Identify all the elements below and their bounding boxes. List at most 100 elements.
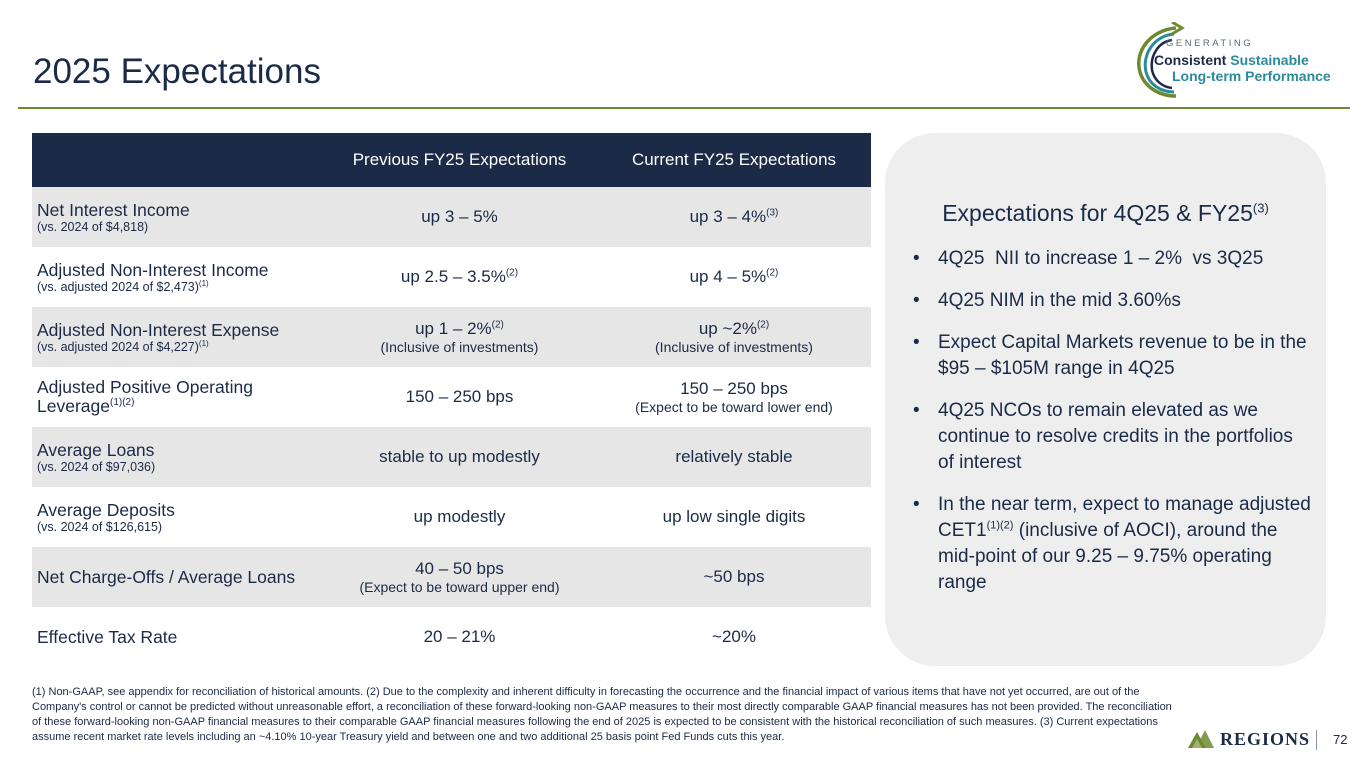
- previous-cell: up 1 – 2%(2) (Inclusive of investments): [322, 307, 597, 367]
- current-cell: ~20%: [597, 607, 871, 667]
- previous-cell: 150 – 250 bps: [322, 367, 597, 427]
- metric-label: Average Loans: [37, 439, 155, 460]
- list-item: • 4Q25 NCOs to remain elevated as we cont…: [911, 398, 1311, 476]
- current-cell: relatively stable: [597, 427, 871, 487]
- list-item: • 4Q25 NII to increase 1 – 2% vs 3Q25: [911, 246, 1311, 272]
- current-value: relatively stable: [675, 447, 793, 466]
- header-current: Current FY25 Expectations: [597, 133, 871, 187]
- metric-sublabel: (vs. 2024 of $126,615): [37, 519, 163, 534]
- expectations-panel: Expectations for 4Q25 & FY25(3) • 4Q25 NI…: [885, 133, 1326, 666]
- bullet-icon: •: [913, 332, 920, 353]
- metric-label: Effective Tax Rate: [37, 626, 178, 647]
- previous-subnote: (Inclusive of investments): [380, 339, 539, 355]
- previous-cell: up 2.5 – 3.5%(2): [322, 247, 597, 307]
- regions-logo: Regions: [1188, 728, 1311, 750]
- panel-title-text: Expectations for 4Q25 & FY25: [942, 200, 1253, 226]
- bullet-text: 4Q25 NII to increase 1 – 2% vs 3Q25: [938, 248, 1264, 269]
- current-value: up 3 – 4%: [689, 207, 767, 226]
- metric-cell: Net Interest Income (vs. 2024 of $4,818): [32, 187, 322, 247]
- page-title: 2025 Expectations: [33, 52, 321, 91]
- header-previous: Previous FY25 Expectations: [322, 133, 597, 187]
- logo-line1: Consistent Sustainable: [1154, 52, 1309, 68]
- metric-label: Adjusted Non-Interest Expense: [37, 319, 280, 340]
- current-value: up ~2%: [698, 319, 757, 338]
- metric-sublabel-text: (vs. adjusted 2024 of $4,227): [37, 339, 199, 354]
- metric-sublabel: (vs. 2024 of $97,036): [37, 459, 156, 474]
- table-row: Average Loans (vs. 2024 of $97,036) stab…: [32, 427, 871, 487]
- previous-value: up modestly: [413, 507, 506, 526]
- brand-divider: [1316, 730, 1317, 750]
- metric-label: Adjusted Non-Interest Income: [37, 259, 269, 280]
- expectations-list: • 4Q25 NII to increase 1 – 2% vs 3Q25 • 4Q…: [911, 246, 1311, 612]
- bullet-text: 4Q25 NIM in the mid 3.60%s: [938, 290, 1181, 311]
- bullet-text-continued: (inclusive of AOCI), around the mid-poin…: [938, 520, 1278, 593]
- bullet-icon: •: [913, 494, 920, 515]
- list-item: • 4Q25 NIM in the mid 3.60%s: [911, 288, 1311, 314]
- current-value: up low single digits: [662, 507, 806, 526]
- bullet-text: In the near term, expect to manage adjus…: [938, 494, 1311, 541]
- current-subnote: (Inclusive of investments): [655, 339, 813, 355]
- metric-label: Adjusted Positive Operating: [37, 377, 253, 397]
- panel-title: Expectations for 4Q25 & FY25(3): [885, 200, 1326, 227]
- page-number: 72: [1333, 732, 1348, 747]
- metric-sublabel: (vs. adjusted 2024 of $2,473)(1): [37, 278, 318, 294]
- list-item: • Expect Capital Markets revenue to be in…: [911, 330, 1311, 382]
- previous-value: stable to up modestly: [379, 447, 540, 466]
- metric-cell: Effective Tax Rate: [32, 607, 322, 667]
- previous-cell: 20 – 21%: [322, 607, 597, 667]
- current-cell: up ~2%(2) (Inclusive of investments): [597, 307, 871, 367]
- metric-label: Net Charge-Offs / Average Loans: [37, 566, 296, 587]
- metric-cell: Average Deposits (vs. 2024 of $126,615): [32, 487, 322, 547]
- metric-cell: Adjusted Positive Operating Leverage(1)(…: [32, 367, 322, 427]
- logo-consistent: Consistent: [1154, 52, 1227, 68]
- previous-value: 20 – 21%: [423, 627, 496, 646]
- bullet-text: Expect Capital Markets revenue to be in …: [938, 332, 1307, 379]
- table-row: Adjusted Positive Operating Leverage(1)(…: [32, 367, 871, 427]
- table-row: Average Deposits (vs. 2024 of $126,615) …: [32, 487, 871, 547]
- current-value: ~50 bps: [703, 567, 765, 586]
- footnote-ref: (3): [766, 207, 779, 219]
- current-value: ~20%: [712, 627, 756, 646]
- list-item: • In the near term, expect to manage adju…: [911, 492, 1311, 596]
- metric-label: Net Interest Income: [37, 199, 190, 220]
- current-cell: up low single digits: [597, 487, 871, 547]
- previous-cell: stable to up modestly: [322, 427, 597, 487]
- table-header-row: Previous FY25 Expectations Current FY25 …: [32, 133, 871, 187]
- footnote-ref: (2): [766, 267, 779, 279]
- logo-line2: Long-term Performance: [1172, 68, 1331, 84]
- bullet-icon: •: [913, 290, 920, 311]
- footnote-ref: (3): [1252, 200, 1269, 216]
- footnote-ref: (1)(2): [109, 397, 135, 409]
- bullet-icon: •: [913, 400, 920, 421]
- logo-sustainable: Sustainable: [1230, 52, 1309, 68]
- metric-cell: Adjusted Non-Interest Income (vs. adjust…: [32, 247, 322, 307]
- previous-cell: up modestly: [322, 487, 597, 547]
- table-row: Net Interest Income (vs. 2024 of $4,818)…: [32, 187, 871, 247]
- previous-value: up 3 – 5%: [421, 207, 498, 226]
- previous-cell: 40 – 50 bps (Expect to be toward upper e…: [322, 547, 597, 607]
- expectations-table: Previous FY25 Expectations Current FY25 …: [32, 133, 871, 667]
- previous-value: 40 – 50 bps: [415, 559, 504, 578]
- bullet-text: 4Q25 NCOs to remain elevated as we conti…: [938, 400, 1293, 473]
- previous-value: up 2.5 – 3.5%: [400, 267, 506, 286]
- current-value: 150 – 250 bps: [680, 379, 788, 398]
- previous-cell: up 3 – 5%: [322, 187, 597, 247]
- header-metric: [32, 133, 322, 187]
- previous-value: up 1 – 2%: [415, 319, 492, 338]
- footnote-ref: (1): [198, 278, 209, 288]
- regions-wordmark: Regions: [1220, 729, 1311, 749]
- metric-label: Average Deposits: [37, 499, 175, 520]
- title-divider: [18, 107, 1350, 109]
- table-row: Effective Tax Rate 20 – 21% ~20%: [32, 607, 871, 667]
- current-cell: ~50 bps: [597, 547, 871, 607]
- footnote-ref: (2): [756, 319, 770, 331]
- table-row: Adjusted Non-Interest Expense (vs. adjus…: [32, 307, 871, 367]
- metric-label-line2: Leverage(1)(2): [37, 397, 318, 416]
- footnote-ref: (1): [198, 338, 209, 348]
- footnote-ref: (2): [491, 319, 504, 331]
- metric-sublabel: (vs. adjusted 2024 of $4,227)(1): [37, 338, 318, 354]
- metric-cell: Average Loans (vs. 2024 of $97,036): [32, 427, 322, 487]
- logo-generating: GENERATING: [1166, 38, 1254, 49]
- previous-subnote: (Expect to be toward upper end): [359, 579, 560, 595]
- bullet-icon: •: [913, 248, 920, 269]
